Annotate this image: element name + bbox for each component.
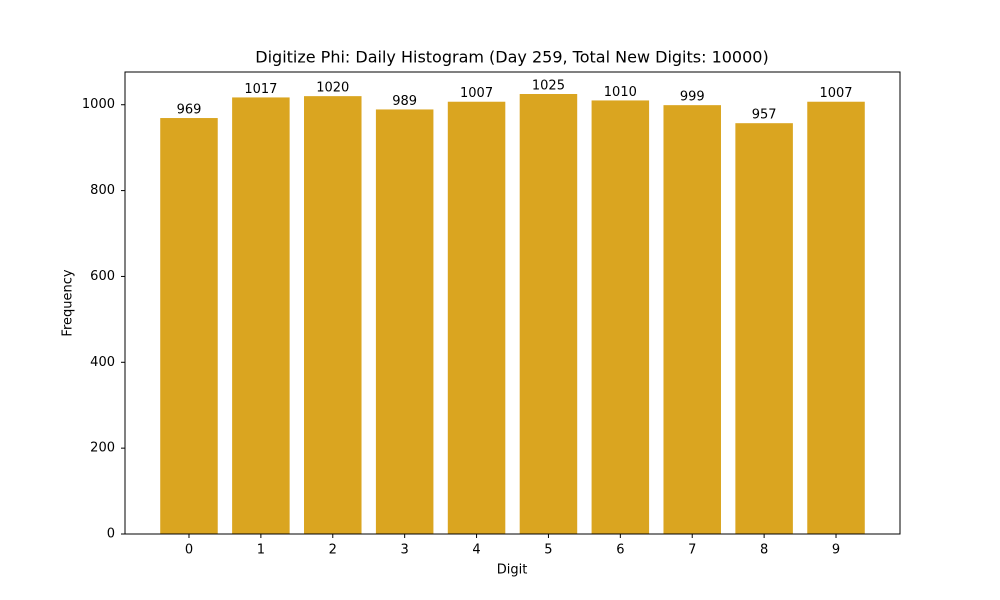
x-tick-label: 7 — [688, 543, 696, 558]
value-label: 1017 — [244, 82, 277, 97]
y-tick-label: 200 — [90, 441, 115, 456]
value-label: 969 — [177, 103, 202, 118]
x-tick-label: 5 — [544, 543, 552, 558]
bar — [232, 97, 290, 534]
y-tick-label: 0 — [107, 527, 115, 542]
y-tick-label: 600 — [90, 269, 115, 284]
axes-frame — [124, 71, 901, 535]
value-label: 1007 — [819, 86, 852, 101]
y-tick-label: 1000 — [82, 97, 115, 112]
x-tick-label: 6 — [616, 543, 624, 558]
x-tick-label: 8 — [760, 543, 768, 558]
value-label: 989 — [392, 94, 417, 109]
value-label: 1025 — [532, 79, 565, 94]
x-tick-label: 9 — [832, 543, 840, 558]
chart-title: Digitize Phi: Daily Histogram (Day 259, … — [255, 48, 768, 67]
y-tick-label: 400 — [90, 355, 115, 370]
x-tick-label: 4 — [472, 543, 480, 558]
bar — [735, 123, 793, 534]
x-axis-label: Digit — [497, 563, 528, 578]
x-tick-label: 3 — [401, 543, 409, 558]
value-label: 957 — [752, 108, 777, 123]
value-label: 999 — [680, 90, 705, 105]
x-tick-label: 2 — [329, 543, 337, 558]
x-tick-label: 0 — [185, 543, 193, 558]
bar — [447, 101, 506, 534]
value-label: 1007 — [460, 86, 493, 101]
bar — [375, 109, 434, 534]
bar — [663, 105, 721, 534]
x-tick-label: 1 — [257, 543, 265, 558]
value-label: 1020 — [316, 81, 349, 96]
bar — [807, 101, 865, 534]
bar — [304, 96, 362, 535]
bar — [591, 100, 650, 534]
bar — [160, 118, 218, 534]
y-axis-label: Frequency — [61, 269, 76, 336]
value-label: 1010 — [604, 85, 637, 100]
bar — [519, 94, 578, 534]
y-tick-label: 800 — [90, 183, 115, 198]
